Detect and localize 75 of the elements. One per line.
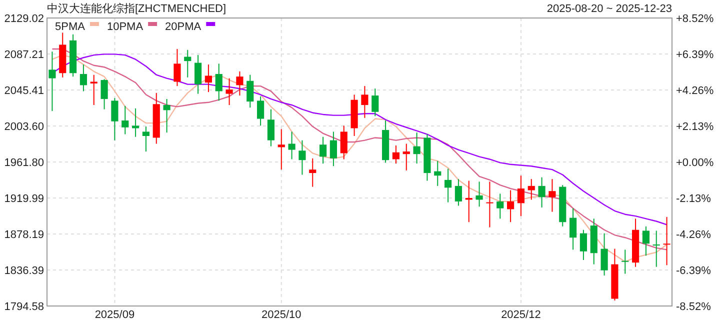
candlestick xyxy=(361,86,368,118)
candlestick xyxy=(476,181,483,208)
candlestick xyxy=(392,144,400,164)
legend-label: 5PMA xyxy=(55,21,86,33)
legend-label: 10PMA xyxy=(106,21,144,33)
candlestick xyxy=(174,48,181,87)
candlestick xyxy=(278,128,285,170)
candlestick xyxy=(663,216,670,266)
y-tick-label: 2045.41 xyxy=(4,85,44,97)
candlestick xyxy=(340,125,348,160)
candlestick xyxy=(413,132,420,164)
y2-tick-label: +8.52% xyxy=(676,13,714,25)
candlestick xyxy=(142,126,150,152)
candlestick xyxy=(330,131,337,167)
candlestick xyxy=(402,143,410,171)
candlestick xyxy=(496,193,504,220)
candlestick xyxy=(528,178,535,200)
y2-tick-label: -6.39% xyxy=(676,265,712,277)
y-tick-label: 1836.39 xyxy=(4,264,44,277)
candlestick xyxy=(652,230,660,268)
candlestick xyxy=(580,229,587,260)
candlestick xyxy=(80,64,87,92)
y2-tick-label: -8.52% xyxy=(676,301,712,313)
x-tick-label: 2025/10 xyxy=(261,309,302,320)
y-tick-label: 2087.21 xyxy=(4,49,44,62)
y-tick-label: 1878.19 xyxy=(4,229,44,241)
candlestick xyxy=(246,74,254,108)
x-tick-label: 2025/09 xyxy=(94,309,135,320)
candlestick xyxy=(163,98,170,134)
y2-tick-label: -4.26% xyxy=(676,229,712,241)
candlestick xyxy=(642,226,650,256)
y2-tick-label: +4.26% xyxy=(676,85,714,97)
y-tick-label: 2129.02 xyxy=(4,13,44,25)
candlestick xyxy=(100,78,108,110)
chart-subtitle: 2025-08-20 ~ 2025-12-23 xyxy=(546,3,672,15)
x-tick-label: 2025/12 xyxy=(501,309,541,320)
candlestick xyxy=(132,108,140,138)
y2-tick-label: +2.13% xyxy=(676,121,714,133)
candlestick xyxy=(434,160,442,186)
candlestick xyxy=(507,190,514,223)
candlestick xyxy=(517,175,524,217)
candlestick xyxy=(600,232,608,276)
candlestick xyxy=(570,208,577,250)
candlestick xyxy=(257,96,264,126)
candlestick xyxy=(548,178,556,212)
y2-tick-label: +0.00% xyxy=(676,157,714,169)
candlestick xyxy=(111,98,118,141)
y-tick-label: 1919.99 xyxy=(4,193,44,206)
candlestick xyxy=(538,176,546,208)
y2-tick-label: +6.39% xyxy=(676,49,714,61)
y-tick-label: 1794.58 xyxy=(4,301,44,313)
candlestick xyxy=(184,49,192,78)
y-tick-label: 2003.60 xyxy=(4,121,44,134)
candlestick xyxy=(194,54,202,94)
candlestick xyxy=(454,178,462,206)
candlestick xyxy=(48,51,56,112)
candlestick xyxy=(320,136,327,164)
candlestick xyxy=(267,108,274,147)
candlestick xyxy=(90,74,98,106)
candlestick xyxy=(226,78,233,106)
candlestick xyxy=(215,63,222,102)
y-tick-label: 1961.80 xyxy=(4,157,44,169)
candlestick xyxy=(288,131,296,160)
candlestick xyxy=(486,181,494,228)
candlestick xyxy=(236,70,244,96)
candlestick xyxy=(309,158,316,188)
candlestick xyxy=(122,105,129,135)
candlestick xyxy=(372,88,379,117)
y2-tick-label: -2.13% xyxy=(676,193,712,205)
candlestick xyxy=(444,168,452,203)
legend-label: 20PMA xyxy=(165,21,202,33)
candlestick xyxy=(298,140,306,176)
chart-title: 中汉大连能化综指[ZHCTMENCHED] xyxy=(47,2,226,15)
candlestick xyxy=(204,64,212,93)
candlestick xyxy=(622,249,629,274)
